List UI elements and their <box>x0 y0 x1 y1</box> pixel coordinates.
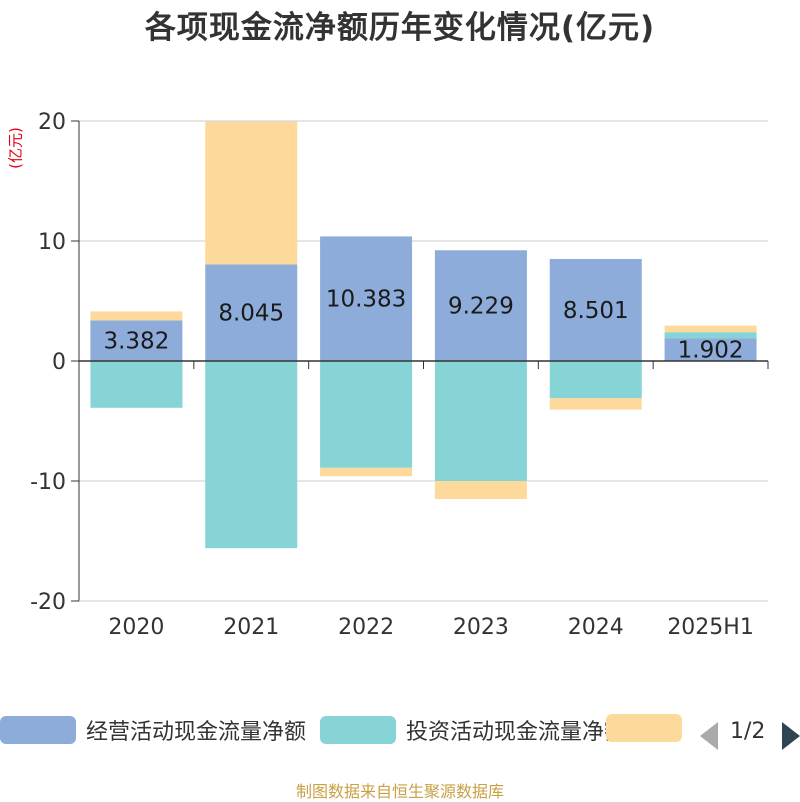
legend-swatch-operating <box>0 716 76 744</box>
bar-investing-2024 <box>549 361 642 399</box>
x-tick-label: 2021 <box>223 615 279 640</box>
x-tick-label: 2025H1 <box>667 615 754 640</box>
data-label-2020: 3.382 <box>103 329 169 355</box>
legend-label-operating: 经营活动现金流量净额 <box>86 720 307 745</box>
legend-swatch-financing <box>606 714 682 742</box>
legend-prev-page-arrow-icon[interactable] <box>700 722 718 750</box>
bar-financing-2020 <box>90 311 183 321</box>
x-tick-label: 2024 <box>568 615 624 640</box>
x-tick-label: 2023 <box>453 615 509 640</box>
legend-label-investing: 投资活动现金流量净额 <box>406 720 627 745</box>
y-tick-label: -10 <box>30 470 66 495</box>
bar-financing-2021 <box>205 121 298 265</box>
data-label-2021: 8.045 <box>218 301 284 327</box>
bar-investing-2025H1 <box>664 332 757 339</box>
bar-financing-2023 <box>434 481 527 499</box>
legend-page-indicator: 1/2 <box>730 719 766 744</box>
bar-financing-2024 <box>549 398 642 410</box>
bar-investing-2022 <box>320 361 413 468</box>
data-label-2024: 8.501 <box>563 298 629 324</box>
data-label-2023: 9.229 <box>448 294 514 320</box>
y-tick-label: 0 <box>52 350 66 375</box>
bar-operating-2021 <box>205 264 298 361</box>
legend-item-operating[interactable]: 经营活动现金流量净额 <box>0 714 306 746</box>
chart-plot: -20 -10 0 10 20 3.382 8.045 10.383 9.229 8.501 1.9… <box>30 110 769 640</box>
y-tick-label: 10 <box>38 230 66 255</box>
data-label-2022: 10.383 <box>326 287 406 313</box>
x-tick-label: 2020 <box>108 615 164 640</box>
bar-operating-2023 <box>434 250 527 361</box>
bar-investing-2020 <box>90 361 183 408</box>
data-label-2025H1: 1.902 <box>678 338 744 364</box>
legend-item-investing[interactable]: 投资活动现金流量净额 <box>320 714 626 746</box>
bar-financing-2025H1 <box>664 325 757 333</box>
bar-financing-2022 <box>320 467 413 477</box>
y-tick-label: -20 <box>30 590 66 615</box>
x-tick-label: 2022 <box>338 615 394 640</box>
y-tick-label: 20 <box>38 110 66 135</box>
bar-operating-2022 <box>320 236 413 361</box>
bar-investing-2021 <box>205 361 298 549</box>
chart-title: 各项现金流净额历年变化情况(亿元) <box>144 10 656 46</box>
data-source-footer: 制图数据来自恒生聚源数据库 <box>295 782 504 801</box>
bar-investing-2023 <box>434 361 527 481</box>
bar-operating-2024 <box>549 258 642 361</box>
bar-operating-2020 <box>90 320 183 361</box>
legend-swatch-investing <box>320 716 396 744</box>
legend-next-page-arrow-icon[interactable] <box>782 722 800 750</box>
legend-item-financing[interactable] <box>606 714 682 742</box>
bar-operating-2025H1 <box>664 338 757 361</box>
